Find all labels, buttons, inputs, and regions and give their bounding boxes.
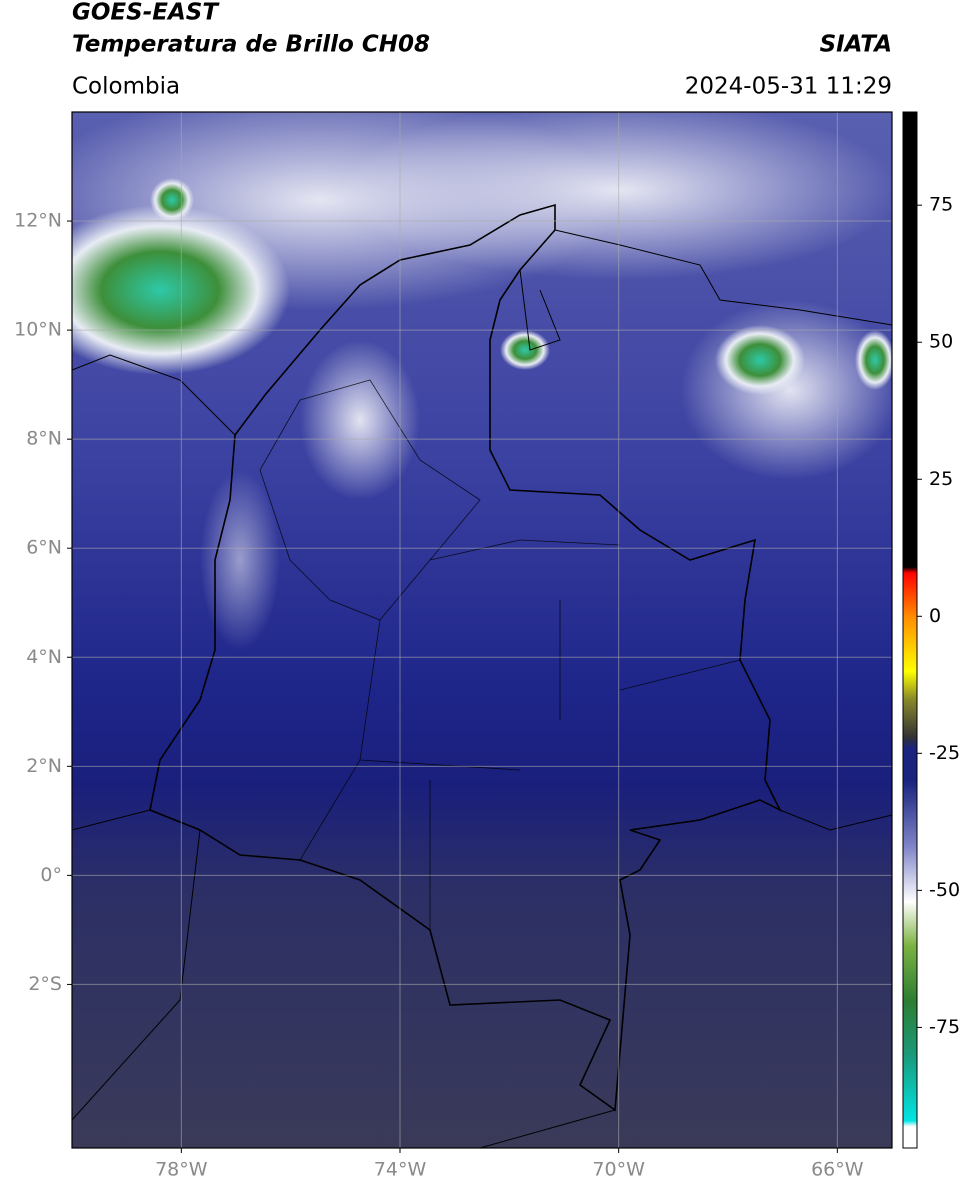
y-tick-label: 12°N [14,210,62,232]
colorbar-segment [903,616,917,672]
cloud-cold [500,330,550,370]
timestamp: 2024-05-31 11:29 [685,74,892,100]
cloud-cold [72,205,290,375]
map-image [72,112,892,1148]
colorbar-segment [903,1120,917,1127]
neighbor-border [72,229,892,1148]
grid [72,112,892,1148]
colorbar-tick-label: 0 [929,605,941,627]
y-tick-label: 4°N [26,646,62,668]
x-tick-label: 66°W [811,1159,864,1181]
colorbar-tick-label: 50 [929,331,953,353]
colorbar-segment [903,846,917,902]
cloud-cold [150,178,194,222]
colorbar-segment [903,1126,917,1149]
y-tick-label: 8°N [26,428,62,450]
y-tick-label: 2°S [28,973,62,995]
colorbar-tick-label: 25 [929,468,953,490]
colorbar-segment [903,112,917,568]
y-tick-label: 2°N [26,755,62,777]
colorbar-segment [903,901,917,946]
colorbar-frame [902,111,918,1149]
cloud [200,470,280,650]
colorbar-segment [903,698,917,738]
colorbar-tick-label: -50 [929,879,960,901]
y-tick-label: 0° [40,864,62,886]
y-tick-label: 10°N [14,319,62,341]
cloud [680,300,892,480]
y-tick-label: 6°N [26,537,62,559]
colorbar-segment [903,572,917,617]
x-tick-label: 70°W [592,1159,645,1181]
x-tick-label: 78°W [155,1159,208,1181]
cloud-cold [855,330,892,390]
map-frame [71,111,893,1149]
country-border [149,203,782,1112]
title: GOES-EAST [72,0,220,26]
colorbar-segment [903,747,917,782]
cloud [300,340,420,500]
colorbar-segment [903,780,917,848]
colorbar-tick-label: -75 [929,1016,960,1038]
colorbar: -75 -50 -25 0 25 50 75 [902,111,960,1149]
source: SIATA [820,32,892,58]
colorbar-tick-label: -25 [929,742,960,764]
colorbar-tick-label: 75 [929,194,953,216]
subtitle: Temperatura de Brillo CH08 [72,32,430,58]
region: Colombia [72,74,180,100]
colorbar-segment [903,1054,917,1122]
department-border [259,379,741,930]
x-tick-label: 74°W [374,1159,427,1181]
colorbar-segment [903,1000,917,1056]
cloud [340,112,892,280]
colorbar-segment [903,736,917,749]
colorbar-segment [903,671,917,700]
cloud-cold [715,325,805,395]
colorbar-segment [903,566,917,573]
colorbar-segment [903,945,917,1001]
